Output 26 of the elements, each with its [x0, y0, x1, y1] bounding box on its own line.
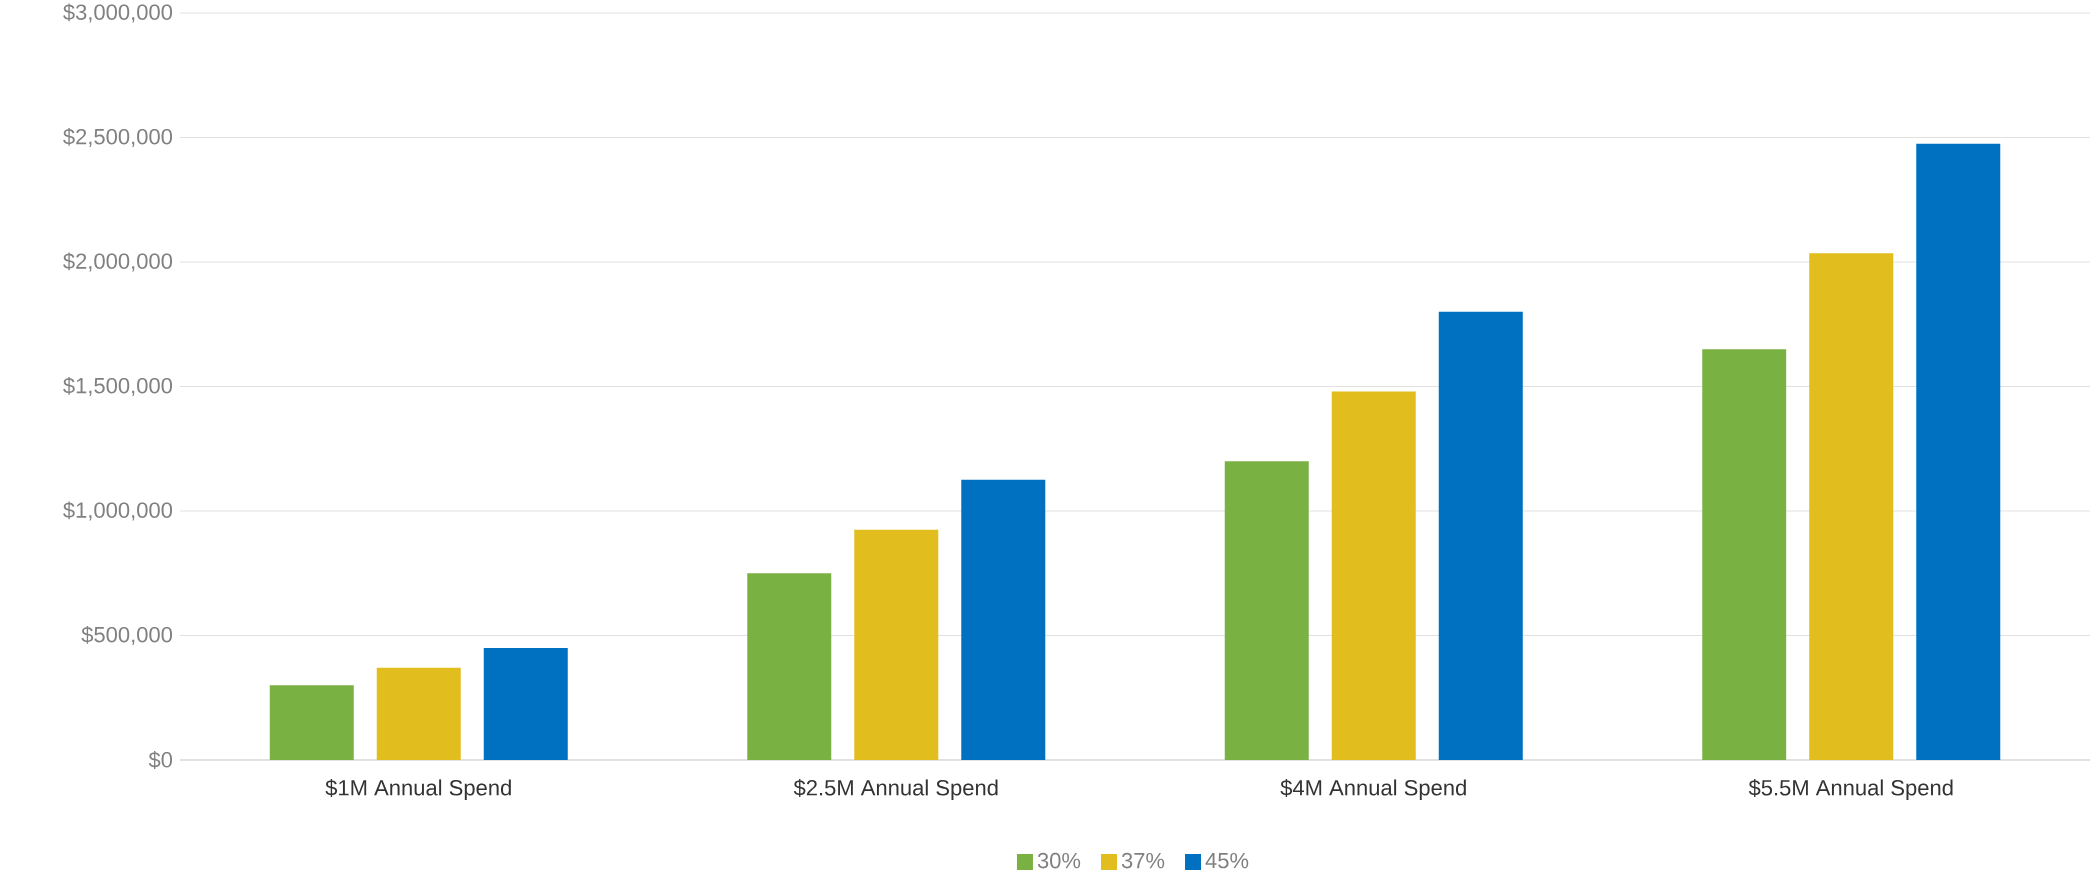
y-tick-label: $1,500,000 [63, 376, 173, 397]
bar [1702, 349, 1787, 760]
bar [269, 685, 354, 760]
x-tick-label: $5.5M Annual Spend [1748, 779, 1953, 800]
legend-label: 30% [1037, 852, 1081, 869]
x-tick-label: $4M Annual Spend [1280, 779, 1466, 800]
bar [1438, 311, 1523, 760]
bar [747, 573, 832, 760]
x-tick-label: $1M Annual Spend [325, 779, 511, 800]
bar [1809, 253, 1894, 760]
x-tick-label: $2.5M Annual Spend [793, 779, 998, 800]
bar [854, 529, 939, 760]
y-tick-label: $3,000,000 [63, 3, 173, 23]
y-tick-label: $500,000 [81, 625, 173, 646]
bar [483, 647, 568, 760]
y-tick-label: $2,000,000 [63, 252, 173, 272]
bar [1224, 461, 1309, 760]
bar [1331, 391, 1416, 760]
y-tick-label: $0 [148, 751, 173, 769]
legend-label: 37% [1121, 852, 1165, 869]
legend-label: 45% [1205, 852, 1249, 869]
y-tick-label: $2,500,000 [63, 127, 173, 148]
bar [376, 667, 461, 760]
bar [961, 479, 1046, 760]
bar [1916, 143, 2001, 760]
y-tick-label: $1,000,000 [63, 501, 173, 521]
